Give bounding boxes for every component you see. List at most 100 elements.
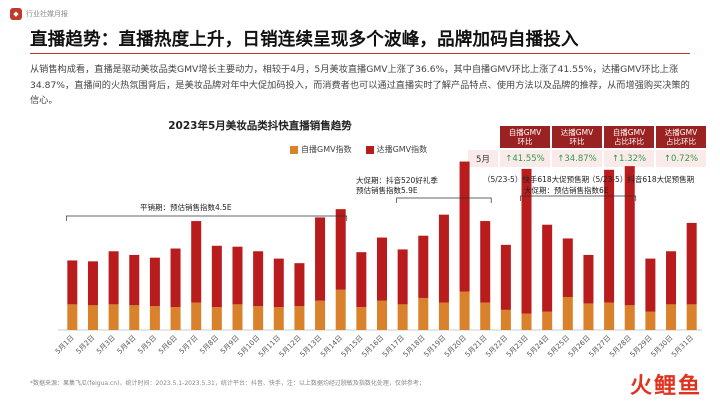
bar-talent-broadcast <box>108 251 119 305</box>
data-source-footnote: *数据来源：果集飞瓜(feigua.cn)，统计时间：2023.5.1-2023… <box>30 380 425 387</box>
kpi-value-text: 1.32% <box>619 153 647 164</box>
x-tick-label: 5月2日 <box>75 334 97 356</box>
bar-self-broadcast <box>521 313 532 330</box>
bar-talent-broadcast <box>335 209 346 290</box>
bar-talent-broadcast <box>686 222 697 305</box>
annotation-promo-douyin: （5/23-5）抖音618大促预售期 <box>588 175 695 184</box>
x-tick-label: 5月31日 <box>670 334 695 359</box>
bar-self-broadcast <box>232 304 243 330</box>
bar-talent-broadcast <box>67 260 78 305</box>
kpi-header: 达播GMV 占比环比 <box>656 126 706 148</box>
bar-self-broadcast <box>604 302 615 330</box>
bar-self-broadcast <box>645 311 656 330</box>
bar-self-broadcast <box>666 304 677 330</box>
bar-talent-broadcast <box>273 258 284 308</box>
legend-swatch-talent <box>365 145 374 154</box>
kpi-header-row: 自播GMV 环比 达播GMV 环比 自播GMV 占比环比 达播GMV 占比环比 <box>468 126 706 148</box>
bar-talent-broadcast <box>232 246 243 305</box>
kpi-row-label: 5月 <box>468 150 498 167</box>
bar-talent-broadcast <box>377 237 387 301</box>
bar-talent-broadcast <box>480 221 491 303</box>
x-tick-label: 5月3日 <box>95 334 117 356</box>
legend-swatch-self <box>290 145 298 154</box>
bar-talent-broadcast <box>418 235 429 298</box>
bar-talent-broadcast <box>211 245 222 308</box>
bar-talent-broadcast <box>129 254 140 306</box>
kpi-table: 自播GMV 环比 达播GMV 环比 自播GMV 占比环比 达播GMV 占比环比 5月 ↑… <box>466 124 708 169</box>
bar-self-broadcast <box>377 300 387 330</box>
header-bar: ◆ 行业社媒月报 <box>10 6 68 22</box>
bracket-promo-520 <box>396 197 492 203</box>
annotation-flat-period: 平销期：预估销售指数4.5E <box>140 203 232 212</box>
kpi-value-text: 0.72% <box>671 153 699 164</box>
bar-talent-broadcast <box>459 161 470 292</box>
x-tick-label: 5月8日 <box>198 334 220 356</box>
brand-logo: 火鲤鱼 <box>629 374 702 399</box>
bar-self-broadcast <box>459 291 470 330</box>
bar-self-broadcast <box>356 307 367 330</box>
intro-paragraph: 从销售构成看，直播是驱动美妆品类GMV增长主要动力，相较于4月，5月美妆直播GM… <box>30 64 690 106</box>
kpi-header: 达播GMV 环比 <box>552 126 602 148</box>
bar-self-broadcast <box>438 302 449 330</box>
source-label: 行业社媒月报 <box>26 10 68 18</box>
bar-self-broadcast <box>562 297 573 330</box>
bar-talent-broadcast <box>149 257 160 307</box>
bar-talent-broadcast <box>645 258 656 312</box>
bar-talent-broadcast <box>315 217 326 301</box>
bar-talent-broadcast <box>356 252 367 308</box>
bar-self-broadcast <box>315 300 326 330</box>
bar-self-broadcast <box>129 305 140 330</box>
bar-talent-broadcast <box>87 261 98 306</box>
page-title: 直播趋势：直播热度上升，日销连续呈现多个波峰，品牌加码自播投入 <box>30 30 579 50</box>
bar-self-broadcast <box>583 303 594 330</box>
bar-self-broadcast <box>170 307 181 330</box>
chart-title: 2023年5月美妆品类抖快直播销售趋势 <box>168 120 352 132</box>
bar-talent-broadcast <box>562 238 573 298</box>
x-tick-label: 5月1日 <box>54 334 76 356</box>
bar-talent-broadcast <box>438 214 449 303</box>
bracket-promo-618 <box>520 195 637 201</box>
x-tick-label: 5月5日 <box>136 334 158 356</box>
x-tick-label: 5月7日 <box>178 334 200 356</box>
up-arrow-icon: ↑ <box>557 153 565 164</box>
bar-talent-broadcast <box>624 166 635 306</box>
logo-icon: ◆ <box>10 8 22 20</box>
bar-talent-broadcast <box>666 251 677 305</box>
kpi-value: ↑1.32% <box>604 150 654 167</box>
kpi-value-row: 5月 ↑41.55% ↑34.87% ↑1.32% ↑0.72% <box>468 150 706 167</box>
bar-self-broadcast <box>397 304 408 330</box>
bar-talent-broadcast <box>521 168 532 314</box>
bracket-flat-period <box>65 215 348 221</box>
up-arrow-icon: ↑ <box>611 153 620 164</box>
bar-self-broadcast <box>253 306 264 330</box>
title-divider <box>30 53 690 54</box>
bar-talent-broadcast <box>604 169 615 303</box>
bar-talent-broadcast <box>500 244 511 310</box>
bar-talent-broadcast <box>253 251 264 307</box>
bar-self-broadcast <box>624 305 635 330</box>
bar-self-broadcast <box>191 302 202 330</box>
x-tick-label: 5月6日 <box>157 334 179 356</box>
up-arrow-icon: ↑ <box>505 153 513 164</box>
legend-item-talent: 达播GMV指数 <box>365 144 427 155</box>
kpi-value-text: 41.55% <box>512 153 545 164</box>
x-tick-label: 5月4日 <box>116 334 138 356</box>
legend-item-self: 自播GMV指数 <box>290 144 352 155</box>
legend-label-self: 自播GMV指数 <box>301 145 352 154</box>
bar-talent-broadcast <box>397 249 408 305</box>
kpi-value: ↑41.55% <box>500 150 550 167</box>
bar-self-broadcast <box>87 305 98 330</box>
bar-self-broadcast <box>480 302 491 330</box>
annotation-promo-618: 大促期：预估销售指数6E <box>524 186 609 195</box>
kpi-header: 自播GMV 占比环比 <box>604 126 654 148</box>
bar-self-broadcast <box>294 306 305 330</box>
bar-talent-broadcast <box>294 263 305 307</box>
chart-legend: 自播GMV指数 达播GMV指数 <box>290 144 427 155</box>
bar-self-broadcast <box>542 311 553 330</box>
bar-talent-broadcast <box>170 248 181 308</box>
bar-self-broadcast <box>335 289 346 330</box>
bar-self-broadcast <box>211 307 222 330</box>
bar-self-broadcast <box>418 297 429 330</box>
bar-self-broadcast <box>686 304 697 330</box>
